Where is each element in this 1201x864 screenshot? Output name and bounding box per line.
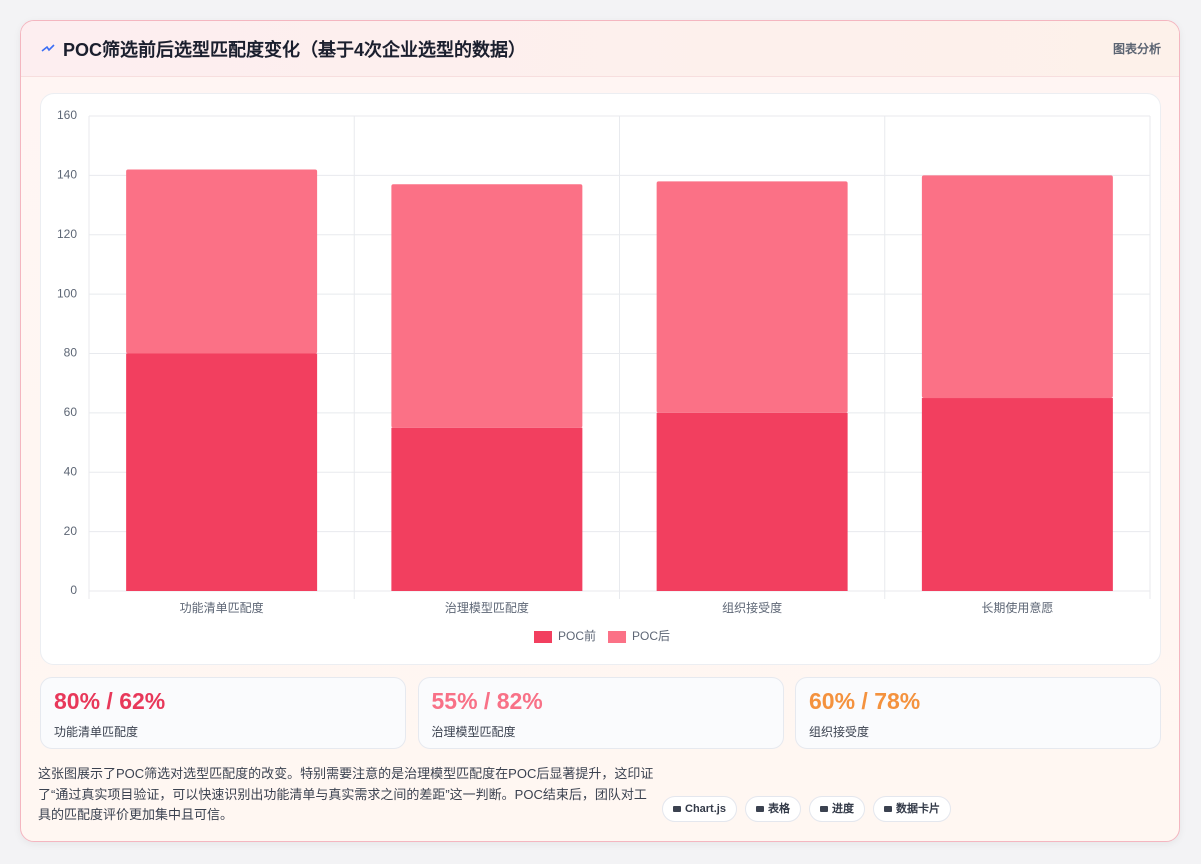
stat-card: 60% / 78% 组织接受度 xyxy=(795,677,1161,749)
y-tick-label: 40 xyxy=(64,464,78,478)
x-tick-label: 功能清单匹配度 xyxy=(180,600,264,615)
x-tick-label: 长期使用意愿 xyxy=(981,600,1053,615)
stat-card: 80% / 62% 功能清单匹配度 xyxy=(40,677,406,749)
view-button[interactable]: 表格 xyxy=(745,796,801,822)
button-label: 数据卡片 xyxy=(896,803,940,815)
header: POC筛选前后选型匹配度变化（基于4次企业选型的数据） 图表分析 xyxy=(21,21,1179,77)
legend-label: POC后 xyxy=(632,629,670,643)
button-icon xyxy=(884,806,892,812)
stat-label: 功能清单匹配度 xyxy=(54,725,139,739)
chart-panel: 0 20 40 60 80 100 120 140 160 功能清单匹配度 治理模型匹配度 组织接受度… xyxy=(40,93,1161,665)
stat-label: 组织接受度 xyxy=(809,725,870,739)
stat-label: 治理模型匹配度 xyxy=(431,725,516,739)
x-tick-label: 治理模型匹配度 xyxy=(445,600,529,615)
button-label: Chart.js xyxy=(685,803,726,815)
y-tick-label: 140 xyxy=(57,168,77,182)
title: POC筛选前后选型匹配度变化（基于4次企业选型的数据） xyxy=(63,40,527,60)
legend-swatch xyxy=(608,631,627,643)
button-label: 进度 xyxy=(832,803,854,815)
view-button[interactable]: 进度 xyxy=(809,796,865,822)
header-tag: 图表分析 xyxy=(1112,42,1161,56)
bar xyxy=(391,427,583,591)
chart: 0 20 40 60 80 100 120 140 160 功能清单匹配度 治理模型匹配度 组织接受度… xyxy=(57,108,1151,643)
legend-label: POC前 xyxy=(558,628,596,643)
view-button[interactable]: Chart.js xyxy=(662,796,737,822)
y-tick-label: 100 xyxy=(57,286,77,300)
legend-swatch xyxy=(534,631,552,643)
header-icon xyxy=(41,44,55,52)
bar xyxy=(656,412,848,591)
button-icon xyxy=(673,806,681,812)
bar xyxy=(126,169,318,354)
view-button[interactable]: 数据卡片 xyxy=(873,796,951,822)
y-tick-label: 80 xyxy=(64,346,78,360)
button-icon xyxy=(756,806,764,812)
stat-value: 60% / 78% xyxy=(809,688,921,714)
y-tick-label: 0 xyxy=(70,583,77,597)
y-tick-label: 120 xyxy=(57,227,77,241)
stat-card: 55% / 82% 治理模型匹配度 xyxy=(417,677,784,749)
bar xyxy=(921,175,1113,399)
y-tick-label: 20 xyxy=(64,524,78,538)
button-label: 表格 xyxy=(768,803,790,815)
x-tick-label: 组织接受度 xyxy=(722,600,782,615)
bar xyxy=(391,184,583,428)
bar xyxy=(921,398,1113,591)
button-icon xyxy=(820,806,828,812)
y-tick-label: 60 xyxy=(64,405,78,419)
stat-value: 55% / 82% xyxy=(431,688,543,714)
bar xyxy=(656,181,848,413)
description: 这张图展示了POC筛选对选型匹配度的改变。特别需要注意的是治理模型匹配度在POC… xyxy=(38,766,654,822)
bar xyxy=(126,353,318,591)
y-tick-label: 160 xyxy=(57,108,77,122)
stat-value: 80% / 62% xyxy=(54,688,166,714)
